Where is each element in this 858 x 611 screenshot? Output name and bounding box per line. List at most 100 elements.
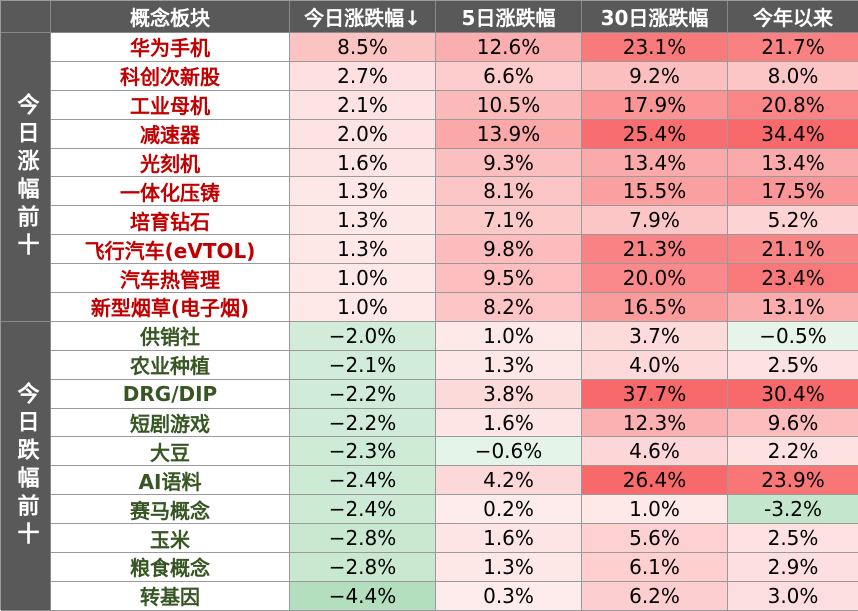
header-ytd-change[interactable]: 今年以来 xyxy=(728,1,858,33)
value-today: 2.1% xyxy=(290,90,436,120)
value-ytd: 5.2% xyxy=(728,206,858,236)
value-ytd: 17.5% xyxy=(728,177,858,207)
value-today: 1.0% xyxy=(290,293,436,322)
value-d30: 26.4% xyxy=(582,466,728,496)
concept-name[interactable]: 一体化压铸 xyxy=(51,177,290,207)
concept-name[interactable]: 玉米 xyxy=(51,524,290,554)
value-d30: 3.7% xyxy=(582,321,728,351)
value-d30: 21.3% xyxy=(582,235,728,265)
value-ytd: 13.1% xyxy=(728,293,858,322)
value-ytd: 20.8% xyxy=(728,90,858,120)
value-d5: 9.8% xyxy=(436,235,582,265)
value-today: 1.0% xyxy=(290,264,436,294)
value-today: −2.8% xyxy=(290,524,436,554)
concept-name[interactable]: 培育钻石 xyxy=(51,206,290,236)
concept-name[interactable]: AI语料 xyxy=(51,466,290,496)
concept-name[interactable]: 光刻机 xyxy=(51,148,290,178)
concept-name[interactable]: 华为手机 xyxy=(51,33,290,62)
value-d30: 4.6% xyxy=(582,437,728,467)
value-ytd: 21.1% xyxy=(728,235,858,265)
value-today: −2.4% xyxy=(290,495,436,525)
concept-name[interactable]: 短剧游戏 xyxy=(51,408,290,438)
value-today: 1.3% xyxy=(290,177,436,207)
concept-name[interactable]: 转基因 xyxy=(51,581,290,611)
value-today: −2.3% xyxy=(290,437,436,467)
value-ytd: 21.7% xyxy=(728,33,858,62)
concept-name[interactable]: DRG/DIP xyxy=(51,379,290,409)
value-d5: 12.6% xyxy=(436,33,582,62)
value-today: −2.8% xyxy=(290,553,436,582)
value-d30: 12.3% xyxy=(582,408,728,438)
value-d5: 1.3% xyxy=(436,350,582,380)
value-today: −2.4% xyxy=(290,466,436,496)
value-ytd: 23.4% xyxy=(728,264,858,294)
value-d5: 9.3% xyxy=(436,148,582,178)
value-d5: 13.9% xyxy=(436,119,582,149)
value-d30: 7.9% xyxy=(582,206,728,236)
value-d30: 23.1% xyxy=(582,33,728,62)
value-ytd: 3.0% xyxy=(728,581,858,611)
concept-name[interactable]: 工业母机 xyxy=(51,90,290,120)
concept-name[interactable]: 大豆 xyxy=(51,437,290,467)
value-d5: 9.5% xyxy=(436,264,582,294)
header-concept[interactable]: 概念板块 xyxy=(51,1,290,33)
value-d30: 25.4% xyxy=(582,119,728,149)
value-today: −4.4% xyxy=(290,581,436,611)
value-d5: 0.2% xyxy=(436,495,582,525)
value-d5: 1.6% xyxy=(436,524,582,554)
value-today: 8.5% xyxy=(290,33,436,62)
value-d5: 0.3% xyxy=(436,581,582,611)
group-label-up: 今日涨幅前十 xyxy=(1,33,51,322)
header-today-change[interactable]: 今日涨跌幅↓ xyxy=(290,1,436,33)
value-ytd: 2.5% xyxy=(728,524,858,554)
value-d5: 7.1% xyxy=(436,206,582,236)
value-d5: 3.8% xyxy=(436,379,582,409)
value-d5: −0.6% xyxy=(436,437,582,467)
value-ytd: 2.5% xyxy=(728,350,858,380)
concept-name[interactable]: 科创次新股 xyxy=(51,61,290,91)
concept-name[interactable]: 减速器 xyxy=(51,119,290,149)
value-d5: 6.6% xyxy=(436,61,582,91)
value-ytd: 13.4% xyxy=(728,148,858,178)
header-30day-change[interactable]: 30日涨跌幅 xyxy=(582,1,728,33)
value-d5: 4.2% xyxy=(436,466,582,496)
concept-name[interactable]: 新型烟草(电子烟) xyxy=(51,293,290,322)
value-ytd: 8.0% xyxy=(728,61,858,91)
value-d5: 8.1% xyxy=(436,177,582,207)
value-d30: 15.5% xyxy=(582,177,728,207)
value-d30: 20.0% xyxy=(582,264,728,294)
value-today: 1.3% xyxy=(290,206,436,236)
value-today: −2.0% xyxy=(290,321,436,351)
value-ytd: 9.6% xyxy=(728,408,858,438)
group-label-down: 今日跌幅前十 xyxy=(1,321,51,611)
concept-name[interactable]: 粮食概念 xyxy=(51,553,290,582)
concept-name[interactable]: 汽车热管理 xyxy=(51,264,290,294)
concept-name[interactable]: 供销社 xyxy=(51,321,290,351)
value-d30: 6.1% xyxy=(582,553,728,582)
header-5day-change[interactable]: 5日涨跌幅 xyxy=(436,1,582,33)
value-d5: 10.5% xyxy=(436,90,582,120)
value-d30: 37.7% xyxy=(582,379,728,409)
value-today: −2.2% xyxy=(290,408,436,438)
value-d30: 16.5% xyxy=(582,293,728,322)
value-ytd: 23.9% xyxy=(728,466,858,496)
value-today: −2.2% xyxy=(290,379,436,409)
value-d30: 9.2% xyxy=(582,61,728,91)
value-ytd: 30.4% xyxy=(728,379,858,409)
value-today: 2.7% xyxy=(290,61,436,91)
value-ytd: 34.4% xyxy=(728,119,858,149)
value-d5: 8.2% xyxy=(436,293,582,322)
value-d30: 13.4% xyxy=(582,148,728,178)
value-d30: 1.0% xyxy=(582,495,728,525)
concept-name[interactable]: 农业种植 xyxy=(51,350,290,380)
value-today: 1.6% xyxy=(290,148,436,178)
corner-header xyxy=(1,1,51,33)
concept-name[interactable]: 飞行汽车(eVTOL) xyxy=(51,235,290,265)
value-ytd: 2.2% xyxy=(728,437,858,467)
value-ytd: −0.5% xyxy=(728,321,858,351)
value-d5: 1.0% xyxy=(436,321,582,351)
value-d5: 1.6% xyxy=(436,408,582,438)
value-today: 1.3% xyxy=(290,235,436,265)
concept-name[interactable]: 赛马概念 xyxy=(51,495,290,525)
